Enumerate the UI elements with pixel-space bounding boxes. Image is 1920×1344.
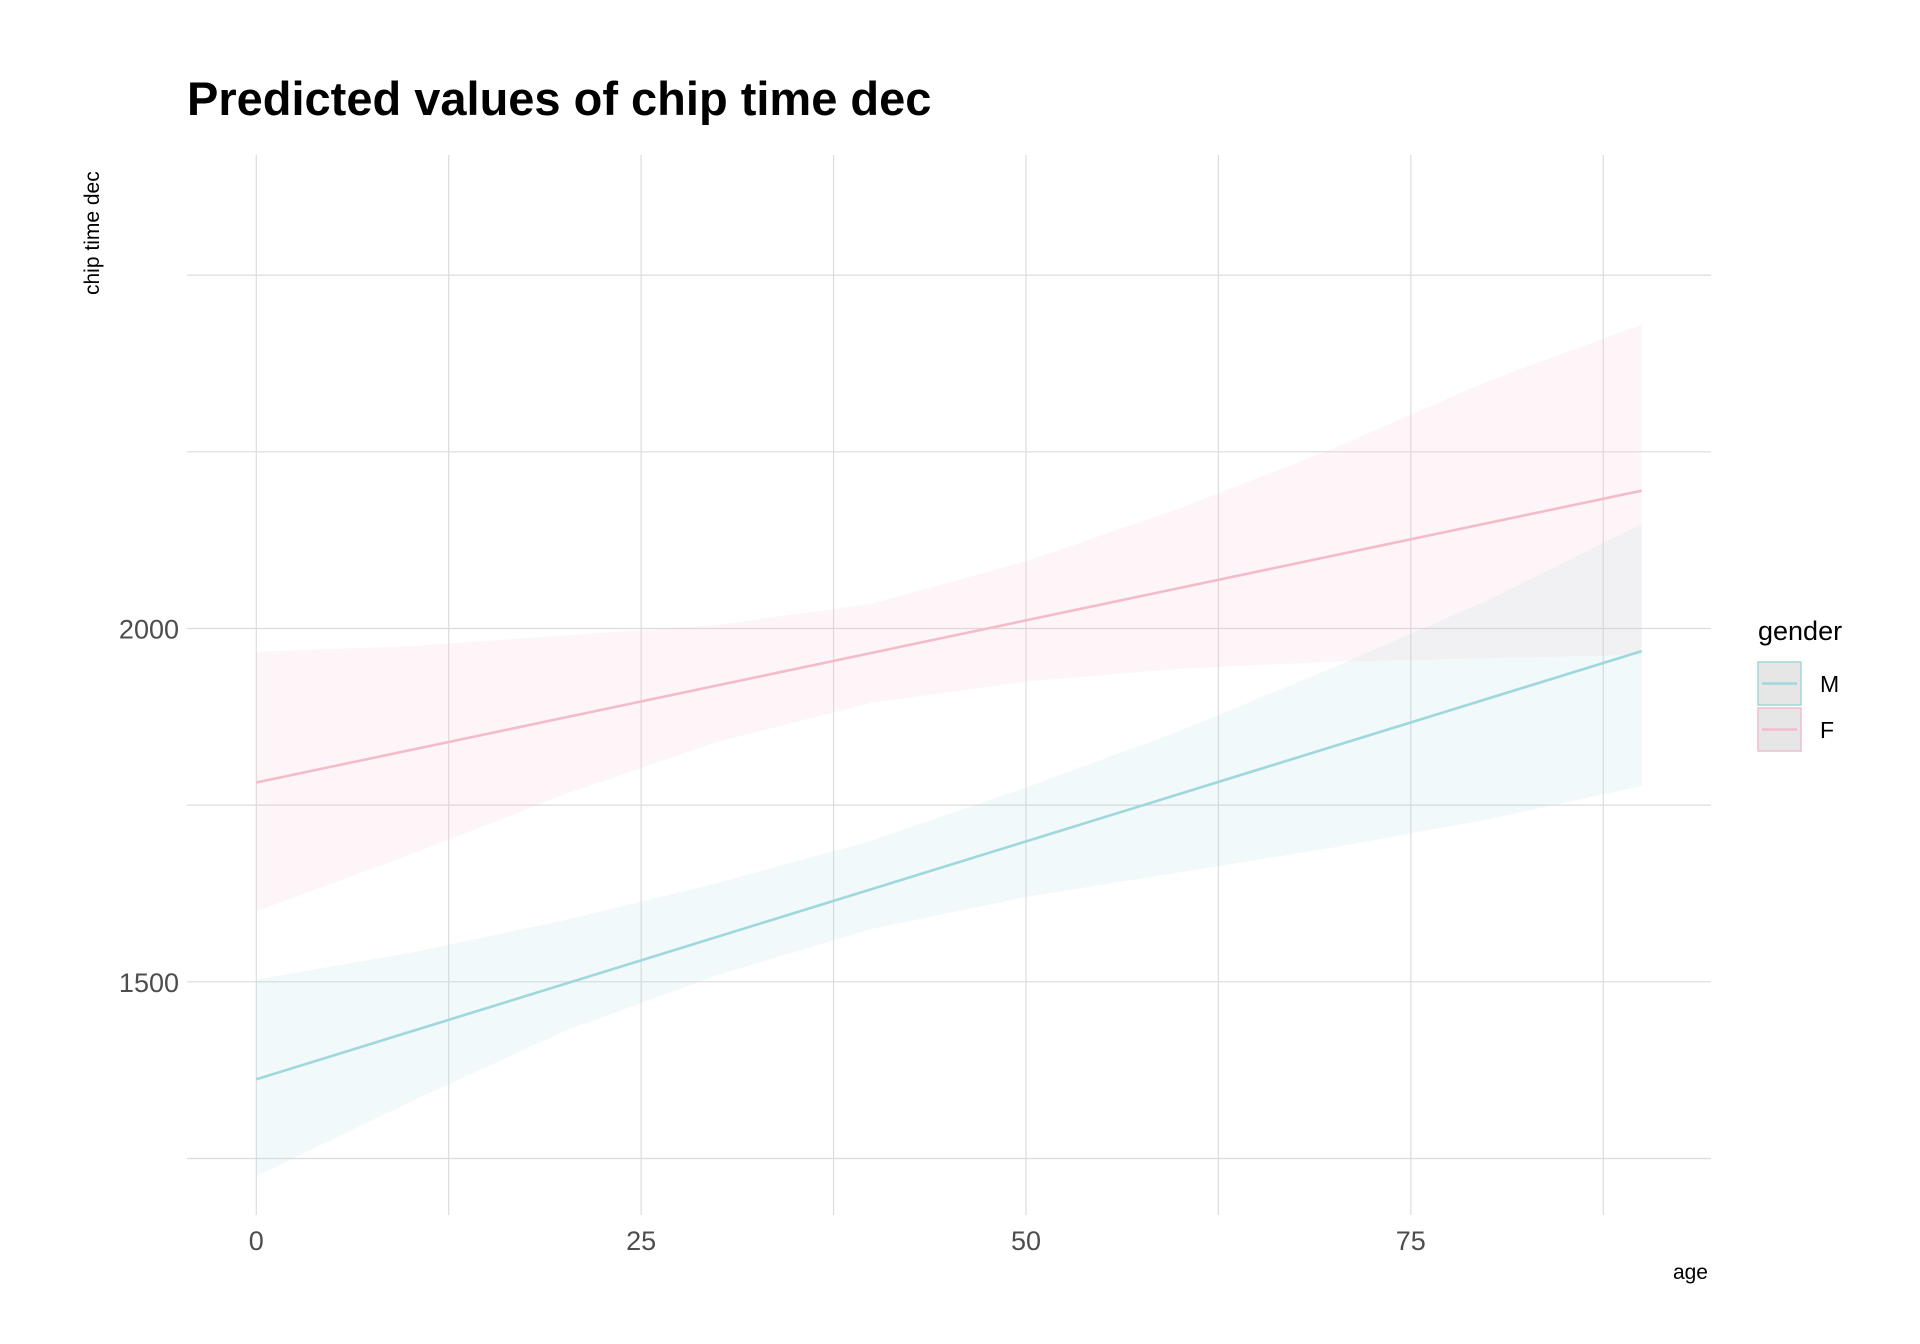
grid [187,155,1711,1215]
y-tick-label: 2000 [119,614,179,644]
x-axis-tick-labels: 0 25 50 75 [249,1226,1426,1256]
x-tick-label: 50 [1011,1226,1041,1256]
legend-label: F [1820,717,1834,743]
x-tick-label: 25 [626,1226,656,1256]
legend-title: gender [1758,616,1842,646]
series-line-f [256,489,1642,784]
x-tick-label: 0 [249,1226,264,1256]
ci-band-m [256,523,1642,1177]
confidence-bands [256,324,1642,1177]
y-tick-label: 1500 [119,968,179,998]
chart-title: Predicted values of chip time dec [187,72,931,125]
legend-items: MF [1757,661,1839,752]
series-lines [255,489,1643,1081]
y-axis-title: chip time dec [81,171,104,295]
legend-label: M [1820,671,1839,697]
legend: gender MF [1757,616,1842,752]
legend-item-m: M [1757,661,1839,706]
ci-band-f [256,324,1642,912]
legend-item-f: F [1757,707,1834,752]
series-line-m [255,649,1643,1081]
y-axis-tick-labels: 1500 2000 [119,614,179,997]
x-tick-label: 75 [1396,1226,1426,1256]
x-axis-title: age [1673,1261,1708,1284]
